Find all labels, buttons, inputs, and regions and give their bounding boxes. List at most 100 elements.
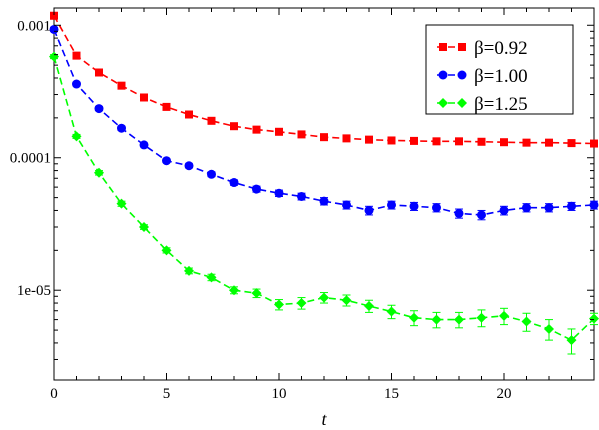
data-point (72, 51, 81, 60)
data-point (184, 265, 194, 276)
y-tick-label: 1e-05 (17, 283, 51, 299)
data-point (386, 306, 397, 317)
series-2 (49, 24, 599, 221)
data-point (275, 127, 283, 136)
legend-box (425, 24, 574, 115)
data-point (522, 138, 531, 147)
data-point (521, 316, 532, 327)
data-point (319, 292, 329, 303)
x-tick-label: 20 (497, 386, 512, 402)
data-point (139, 140, 149, 150)
x-tick-label: 10 (272, 386, 287, 402)
data-point (94, 104, 104, 114)
x-tick-label: 15 (384, 386, 399, 402)
data-point (499, 310, 509, 321)
data-point (71, 131, 82, 142)
data-point (364, 205, 374, 215)
axis-layer: 0 5 10 15 20 0.001 0.0001 1e-05 (10, 8, 595, 402)
data-point (365, 135, 373, 144)
y-tick-label: 0.0001 (10, 151, 51, 167)
data-point (499, 205, 509, 215)
data-point (139, 222, 149, 233)
series-layer (49, 11, 599, 355)
data-point (252, 184, 261, 194)
legend-label: β=1.25 (474, 94, 528, 115)
data-point (342, 134, 351, 143)
data-point (476, 312, 487, 323)
x-tick-label: 5 (163, 386, 171, 402)
data-point (251, 288, 262, 299)
legend-marker (457, 98, 467, 108)
data-point (432, 203, 441, 213)
data-point (185, 110, 193, 119)
legend-marker (438, 98, 448, 108)
x-tick-label: 0 (50, 386, 58, 402)
data-point (590, 139, 598, 148)
data-point (431, 314, 442, 325)
data-point (589, 313, 599, 324)
data-point (319, 196, 329, 206)
data-point (544, 203, 554, 213)
data-point (49, 51, 59, 62)
data-point (544, 323, 554, 334)
data-point (229, 285, 239, 296)
data-point (477, 137, 486, 146)
data-point (117, 81, 126, 90)
data-point (140, 93, 148, 102)
legend-marker (439, 43, 447, 51)
data-point (161, 245, 172, 256)
data-point (72, 79, 81, 89)
y-tick-label: 0.001 (17, 18, 51, 34)
legend-marker (438, 70, 448, 80)
data-point (95, 68, 103, 77)
legend-label: β=1.00 (474, 66, 528, 87)
data-point (162, 102, 171, 111)
data-point (387, 200, 396, 210)
data-point (589, 200, 599, 210)
data-point (274, 299, 284, 310)
legend-marker (457, 70, 467, 80)
data-point (296, 298, 307, 309)
data-point (522, 203, 531, 213)
x-axis-title: t (321, 409, 327, 429)
data-point (184, 161, 194, 171)
data-point (252, 125, 261, 134)
data-point (94, 167, 104, 178)
data-point (409, 312, 419, 323)
series-3 (49, 51, 599, 355)
data-point (230, 122, 238, 131)
data-point (229, 178, 239, 188)
data-point (364, 301, 374, 312)
data-point (117, 123, 126, 133)
data-point (432, 137, 441, 146)
data-point (162, 156, 171, 166)
data-point (409, 201, 419, 211)
data-point (545, 138, 553, 147)
data-point (387, 136, 396, 145)
legend-label: β=0.92 (474, 38, 528, 59)
data-point (297, 130, 306, 139)
data-point (567, 139, 576, 148)
data-point (50, 11, 58, 20)
data-point (410, 136, 418, 145)
legend: β=0.92 β=1.00 β=1.25 (425, 24, 574, 115)
data-point (566, 335, 577, 346)
data-point (207, 116, 216, 125)
data-point (206, 272, 217, 283)
data-point (500, 138, 508, 147)
data-point (342, 200, 351, 210)
data-point (116, 198, 127, 209)
data-point (454, 208, 464, 218)
data-point (207, 169, 216, 179)
data-point (455, 137, 463, 146)
legend-marker (458, 43, 466, 51)
data-point (274, 188, 284, 198)
data-point (320, 133, 328, 142)
data-point (341, 295, 352, 306)
series-1 (50, 11, 598, 148)
data-point (297, 191, 306, 201)
data-point (477, 210, 486, 220)
data-point (454, 314, 464, 325)
data-point (567, 201, 576, 211)
